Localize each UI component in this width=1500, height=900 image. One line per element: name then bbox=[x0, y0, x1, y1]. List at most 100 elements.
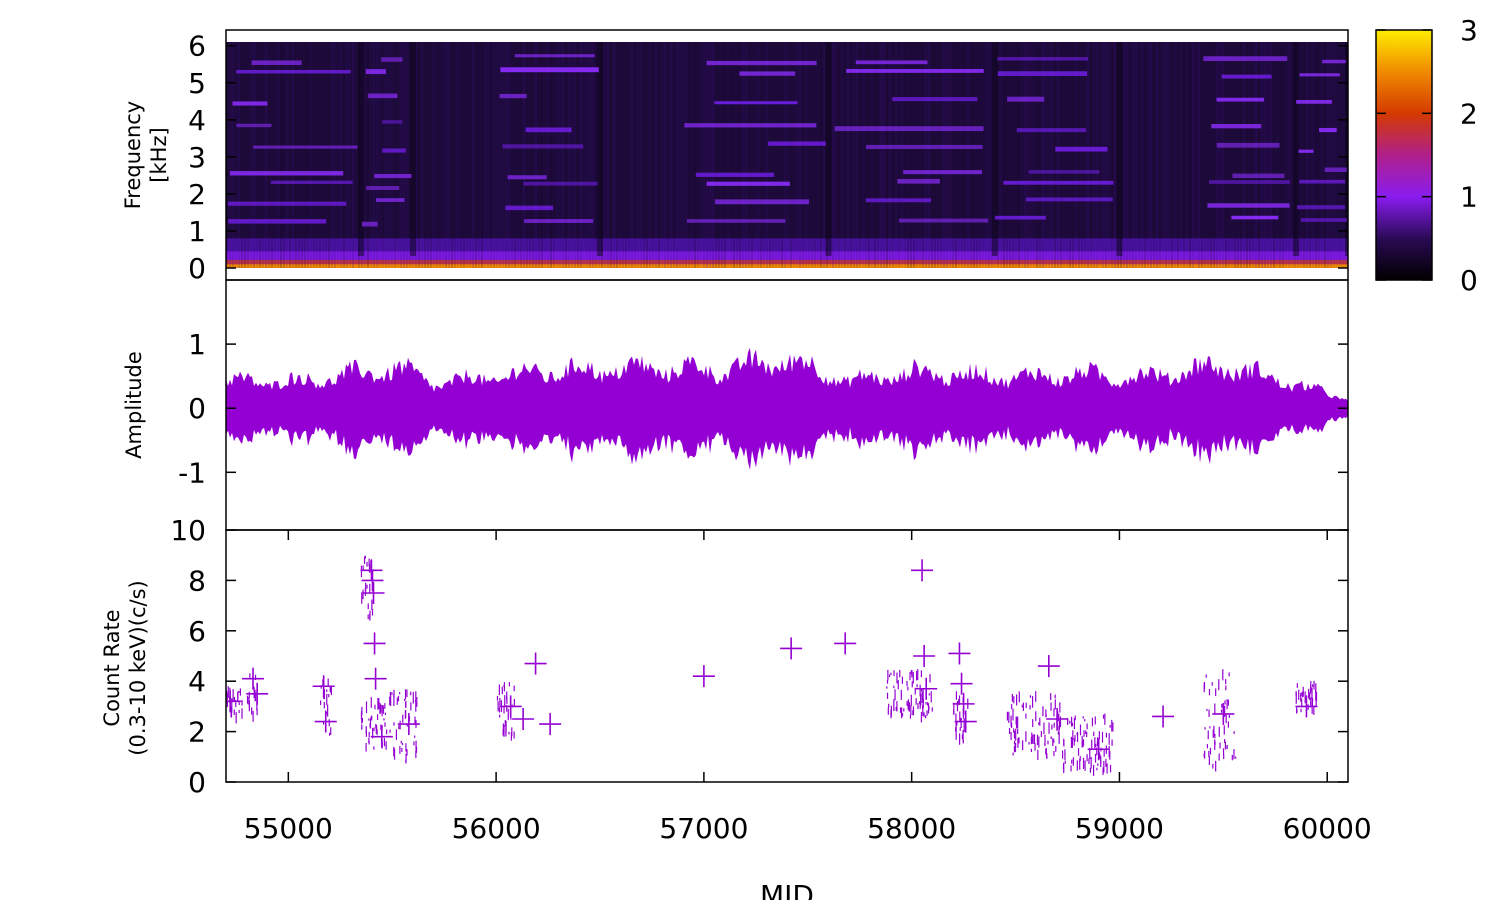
spectrogram-column bbox=[460, 42, 462, 268]
spectrogram-column bbox=[1042, 42, 1044, 268]
spectrogram-column bbox=[265, 42, 267, 268]
spectrogram-column bbox=[928, 42, 930, 268]
spectrogram-column bbox=[451, 42, 453, 268]
spectrogram-harmonic bbox=[499, 93, 527, 99]
colorbar: 0 1 2 3 bbox=[1375, 14, 1478, 297]
spectrogram-harmonic bbox=[229, 171, 344, 176]
spectrogram-harmonic bbox=[1319, 127, 1337, 133]
spectrogram-harmonic bbox=[381, 57, 403, 62]
count-rate-point bbox=[692, 665, 715, 688]
spectrogram-column bbox=[1210, 42, 1212, 268]
spectrogram-column bbox=[724, 42, 726, 268]
spectrogram-column bbox=[403, 42, 405, 268]
amplitude-ytick-label: -1 bbox=[178, 456, 206, 489]
spectrogram-column bbox=[751, 42, 753, 268]
spectrogram-column bbox=[628, 42, 630, 268]
spectrogram-segment-edge bbox=[1345, 42, 1348, 256]
colorbar-tick-label: 1 bbox=[1460, 181, 1478, 214]
spectrogram-column bbox=[973, 42, 975, 268]
spectrogram-column bbox=[874, 42, 876, 268]
spectrogram-column bbox=[1114, 42, 1116, 268]
spectrogram-column bbox=[895, 42, 897, 268]
spectrogram-column bbox=[238, 42, 240, 268]
spectrogram-column bbox=[766, 42, 768, 268]
count-rate-point bbox=[954, 710, 977, 733]
spectrogram-column bbox=[331, 42, 333, 268]
spectrogram-column bbox=[535, 42, 537, 268]
spectrogram-column bbox=[364, 42, 366, 268]
spectrogram-harmonic bbox=[270, 180, 353, 184]
spectrogram-harmonic bbox=[505, 205, 554, 211]
spectrogram-column bbox=[871, 42, 873, 268]
spectrogram-column bbox=[682, 42, 684, 268]
spectrogram-harmonic bbox=[227, 201, 347, 206]
colorbar-tick-label: 3 bbox=[1460, 14, 1478, 47]
spectrogram-harmonic bbox=[892, 97, 978, 102]
spectrogram-column bbox=[373, 42, 375, 268]
spectrogram-column bbox=[700, 42, 702, 268]
spectrogram-harmonic bbox=[502, 144, 584, 149]
spectrogram-column bbox=[1153, 42, 1155, 268]
spectrogram-column bbox=[1006, 42, 1008, 268]
spectrogram-ylabel-line1: Frequency bbox=[121, 101, 145, 210]
spectrogram-column bbox=[475, 42, 477, 268]
spectrogram-ytick-label: 1 bbox=[188, 215, 206, 248]
spectrogram-column bbox=[541, 42, 543, 268]
spectrogram-column bbox=[931, 42, 933, 268]
spectrogram-harmonic bbox=[1003, 180, 1114, 185]
spectrogram-segment-edge bbox=[358, 42, 365, 256]
spectrogram-column bbox=[706, 42, 708, 268]
spectrogram-ylabel-line2: [kHz] bbox=[147, 127, 171, 182]
spectrogram-column bbox=[1069, 42, 1071, 268]
spectrogram-column bbox=[709, 42, 711, 268]
spectrogram-column bbox=[1171, 42, 1173, 268]
spectrogram-column bbox=[502, 42, 504, 268]
count-rate-ytick-label: 8 bbox=[188, 564, 206, 597]
spectrogram-column bbox=[793, 42, 795, 268]
spectrogram-column bbox=[796, 42, 798, 268]
count-rate-point bbox=[1152, 705, 1175, 728]
spectrogram-column bbox=[856, 42, 858, 268]
count-rate-point bbox=[242, 667, 265, 690]
spectrogram-column bbox=[586, 42, 588, 268]
spectrogram-segment-edge bbox=[597, 42, 603, 256]
spectrogram-column bbox=[583, 42, 585, 268]
spectrogram-column bbox=[1264, 42, 1266, 268]
spectrogram-column bbox=[1000, 42, 1002, 268]
spectrogram-column bbox=[736, 42, 738, 268]
x-tick-label: 59000 bbox=[1075, 812, 1164, 845]
spectrogram-column bbox=[685, 42, 687, 268]
spectrogram-column bbox=[1225, 42, 1227, 268]
spectrogram-harmonic bbox=[686, 219, 786, 223]
spectrogram-column bbox=[325, 42, 327, 268]
count-rate-point bbox=[397, 713, 420, 736]
spectrogram-column bbox=[520, 42, 522, 268]
spectrogram-column bbox=[907, 42, 909, 268]
spectrogram-column bbox=[832, 42, 834, 268]
spectrogram-column bbox=[442, 42, 444, 268]
spectrogram-harmonic bbox=[834, 126, 984, 132]
spectrogram-column bbox=[1066, 42, 1068, 268]
count-rate-point bbox=[780, 637, 803, 660]
spectrogram-column bbox=[547, 42, 549, 268]
count-rate-ylabel-line2: (0.3-10 keV)(c/s) bbox=[126, 580, 150, 755]
spectrogram-column bbox=[1057, 42, 1059, 268]
spectrogram-column bbox=[1060, 42, 1062, 268]
x-tick-label: 57000 bbox=[659, 812, 748, 845]
spectrogram-column bbox=[1273, 42, 1275, 268]
spectrogram-column bbox=[976, 42, 978, 268]
spectrogram-column bbox=[610, 42, 612, 268]
spectrogram-column bbox=[1288, 42, 1290, 268]
spectrogram-column bbox=[1276, 42, 1278, 268]
spectrogram-column bbox=[1144, 42, 1146, 268]
spectrogram-column bbox=[1045, 42, 1047, 268]
spectrogram-column bbox=[1072, 42, 1074, 268]
count-rate-ylabel-line1: Count Rate bbox=[100, 609, 124, 726]
spectrogram-column bbox=[940, 42, 942, 268]
spectrogram-column bbox=[367, 42, 369, 268]
spectrogram-column bbox=[1222, 42, 1224, 268]
spectrogram-column bbox=[259, 42, 261, 268]
spectrogram-harmonic bbox=[1232, 173, 1285, 179]
spectrogram-harmonic bbox=[1324, 167, 1347, 172]
spectrogram-column bbox=[262, 42, 264, 268]
